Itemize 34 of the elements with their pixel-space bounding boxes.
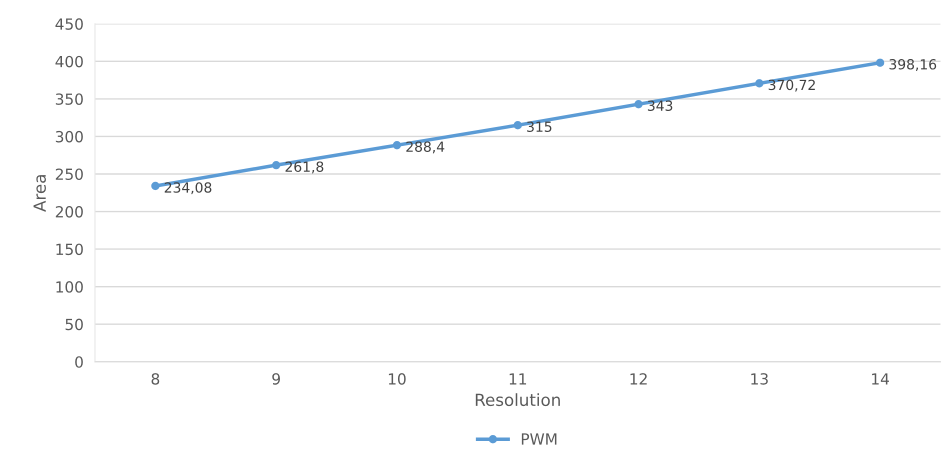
- x-tick-label: 13: [751, 373, 768, 385]
- y-tick-label: 200: [56, 206, 83, 218]
- x-axis-title: Resolution: [476, 393, 560, 406]
- data-label: 288,4: [406, 141, 444, 154]
- point: [755, 79, 764, 88]
- y-tick-label: 0: [75, 356, 83, 368]
- data-label: 343: [648, 100, 672, 111]
- x-tick-label: 9: [272, 373, 280, 385]
- y-tick-label: 150: [56, 244, 83, 256]
- y-axis-title: Area: [34, 175, 46, 212]
- y-tick-label: 450: [55, 18, 83, 30]
- x-tick-label: 11: [510, 373, 526, 384]
- y-tick-label: 400: [55, 56, 83, 68]
- data-label: 315: [527, 121, 552, 132]
- point: [272, 160, 280, 170]
- y-tick-label: 50: [66, 318, 83, 330]
- x-tick-label: 10: [388, 373, 406, 385]
- y-tick-label: 250: [56, 168, 83, 180]
- point: [876, 58, 884, 67]
- y-tick-label: 300: [56, 130, 83, 142]
- x-tick-label: 12: [630, 373, 647, 384]
- x-tick-label: 14: [872, 373, 889, 384]
- legend-label: PWM: [522, 433, 556, 445]
- data-label: 261,8: [286, 161, 324, 174]
- data-label: 370,72: [768, 80, 815, 92]
- y-tick-label: 100: [56, 281, 83, 293]
- data-label: 234,08: [164, 182, 212, 194]
- y-tick-label: 350: [56, 93, 83, 105]
- point: [634, 100, 643, 108]
- point: [151, 182, 160, 190]
- point: [514, 121, 522, 130]
- data-label: 398,16: [890, 59, 936, 71]
- point: [392, 141, 402, 150]
- x-tick-label: 8: [152, 373, 160, 385]
